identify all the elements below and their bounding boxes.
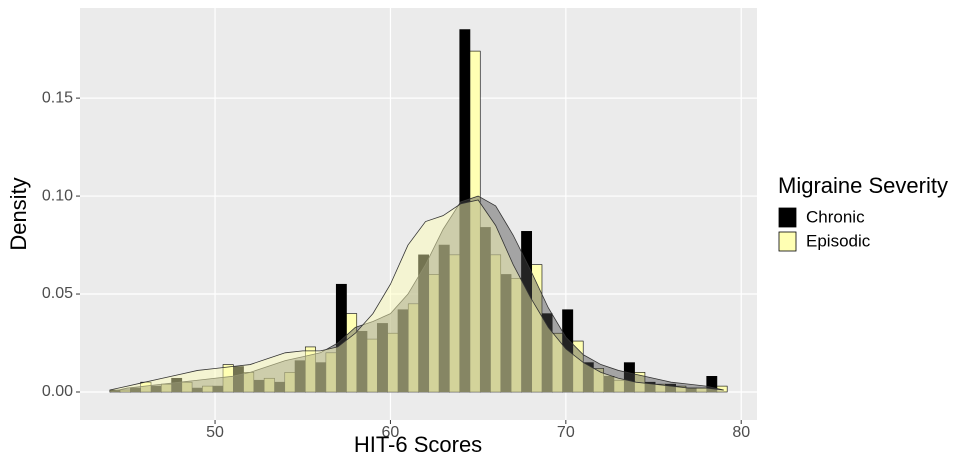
density-area [109, 196, 724, 392]
bar [284, 372, 296, 393]
bar [222, 364, 234, 393]
bar [366, 338, 378, 393]
y-axis-title: Density [6, 177, 31, 250]
density-area [109, 199, 724, 392]
y-tick-label: 0.00 [42, 383, 73, 400]
bar [160, 383, 172, 393]
bar [531, 264, 543, 393]
bar [654, 383, 666, 393]
density-line [109, 195, 724, 393]
x-axis-title: HIT-6 Scores [354, 432, 482, 457]
x-tick-label: 80 [732, 424, 750, 441]
bar [469, 50, 481, 393]
bar [263, 377, 275, 393]
legend-key [778, 231, 797, 252]
bar [675, 385, 687, 393]
bar [706, 376, 718, 393]
y-tick-label: 0.15 [42, 89, 73, 106]
legend-label: Chronic [806, 207, 865, 226]
densities [109, 195, 724, 393]
y-tick-label: 0.10 [42, 187, 73, 204]
bar [613, 379, 625, 393]
density-line [109, 199, 724, 391]
legend-key [778, 207, 797, 228]
x-tick-label: 70 [557, 424, 575, 441]
bar [510, 278, 522, 393]
bar [572, 340, 584, 393]
bar [551, 332, 563, 393]
legend: Migraine Severity Chronic Episodic [778, 173, 948, 252]
bar [202, 385, 214, 393]
legend-title: Migraine Severity [778, 173, 948, 198]
bar [593, 368, 605, 393]
bar [119, 389, 131, 393]
bar [387, 332, 399, 393]
bar [325, 352, 337, 393]
bar [449, 254, 461, 393]
legend-label: Episodic [806, 231, 871, 250]
x-tick-label: 60 [382, 424, 400, 441]
bar [181, 381, 193, 393]
x-tick-label: 50 [206, 424, 224, 441]
bars [109, 29, 728, 393]
bar [346, 313, 358, 393]
bar [490, 254, 502, 393]
bar [304, 346, 316, 393]
bar [428, 274, 440, 393]
axes: 0.00 0.05 0.10 0.15 50 60 70 80 [42, 89, 750, 441]
y-tick-label: 0.05 [42, 285, 73, 302]
bar [407, 303, 419, 393]
